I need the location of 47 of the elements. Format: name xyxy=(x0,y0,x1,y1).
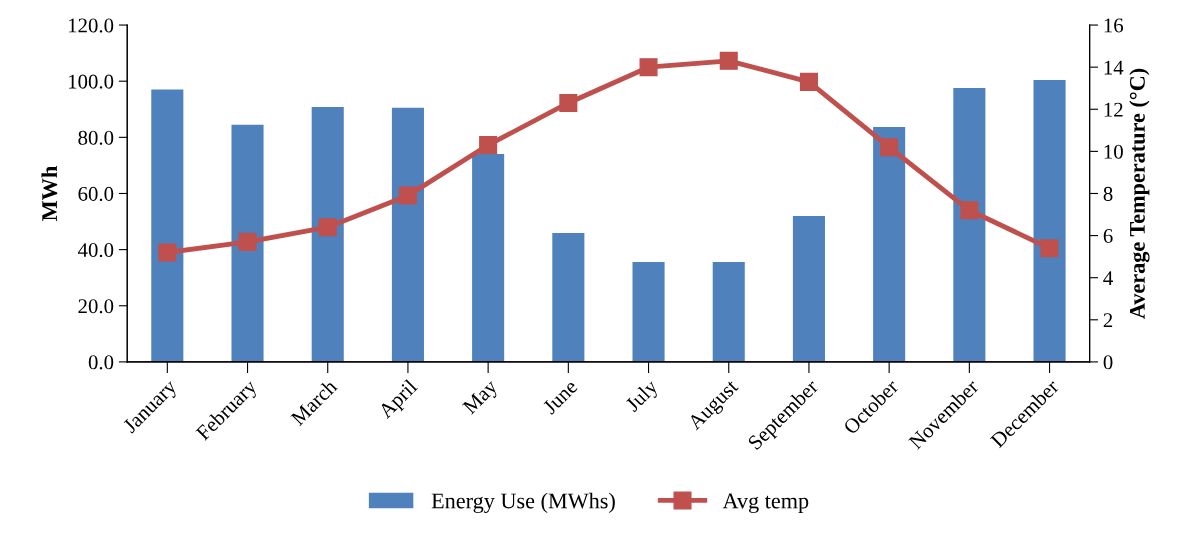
y2-tick-label: 14 xyxy=(1104,60,1124,75)
y2-tick-label: 8 xyxy=(1103,186,1113,201)
bar xyxy=(953,87,986,362)
y-tick-label: 40.0 xyxy=(77,243,114,258)
y-axis-title: MWh xyxy=(41,166,58,221)
y2-tick-label: 10 xyxy=(1104,144,1123,159)
y2-tick-label: 2 xyxy=(1103,313,1113,328)
x-tick-label: June xyxy=(542,378,579,415)
y2-tick-label: 0 xyxy=(1103,355,1113,370)
bar xyxy=(632,261,665,362)
point xyxy=(719,51,738,70)
point xyxy=(479,136,498,155)
y-tick-label: 80.0 xyxy=(78,130,114,145)
x-tick-label: May xyxy=(462,378,502,418)
point xyxy=(639,58,658,77)
bar xyxy=(231,124,264,362)
point xyxy=(238,232,257,251)
point xyxy=(1040,239,1059,258)
x-tick-label: July xyxy=(624,377,662,416)
y2-tick-label: 12 xyxy=(1104,102,1123,117)
bar xyxy=(552,233,585,362)
legend-label: Avg temp xyxy=(722,493,809,513)
point xyxy=(960,201,979,220)
bar xyxy=(873,126,906,362)
bar xyxy=(391,107,424,362)
y2-tick-label: 16 xyxy=(1104,18,1124,33)
y-tick-label: 20.0 xyxy=(78,299,114,314)
bar xyxy=(792,215,825,362)
bar xyxy=(712,261,745,362)
y-tick-label: 120.0 xyxy=(68,18,114,33)
y2-tick-label: 4 xyxy=(1103,271,1113,285)
bar xyxy=(311,107,344,362)
point xyxy=(880,138,899,157)
y-tick-label: 0.0 xyxy=(88,355,114,370)
point xyxy=(318,218,337,237)
y-tick-label: 60.0 xyxy=(78,186,114,201)
bar xyxy=(1033,80,1066,362)
y2-axis-title: Average Temperature (°C) xyxy=(1129,68,1150,319)
y-tick-label: 100.0 xyxy=(68,74,114,89)
point xyxy=(398,186,417,205)
bar xyxy=(151,89,184,362)
point xyxy=(158,243,177,262)
point xyxy=(799,72,818,91)
bar xyxy=(472,153,505,362)
point xyxy=(559,93,578,112)
y2-tick-label: 6 xyxy=(1103,229,1113,244)
legend-label: Energy Use (MWhs) xyxy=(431,492,615,513)
